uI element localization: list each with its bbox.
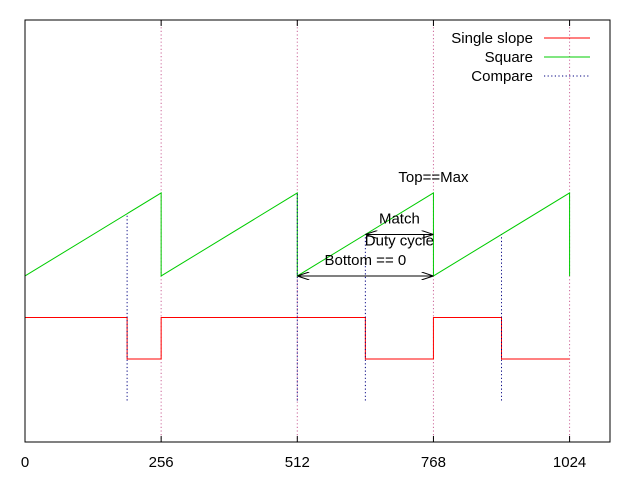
x-tick-label-0: 0	[21, 454, 29, 471]
axis-layer: 0 256 512 768 1024	[21, 19, 611, 471]
x-tick-label-1024: 1024	[553, 454, 586, 471]
x-tick-label-768: 768	[421, 454, 446, 471]
annotation-label-0: Top==Max	[398, 169, 469, 186]
x-tick-label-256: 256	[149, 454, 174, 471]
x-tick-label-512: 512	[285, 454, 310, 471]
legend-label-single-slope: Single slope	[451, 30, 533, 47]
annotation-layer: Top==Max Match Duty cycle Bottom == 0	[297, 169, 469, 276]
legend: Single slope Square Compare	[451, 30, 590, 85]
plot-frame	[24, 19, 611, 443]
annotation-label-3: Bottom == 0	[325, 252, 407, 269]
annotation-label-1: Match	[379, 210, 420, 227]
annotation-label-2: Duty cycle	[365, 233, 434, 250]
legend-label-square: Square	[485, 49, 533, 66]
legend-label-compare: Compare	[471, 68, 533, 85]
